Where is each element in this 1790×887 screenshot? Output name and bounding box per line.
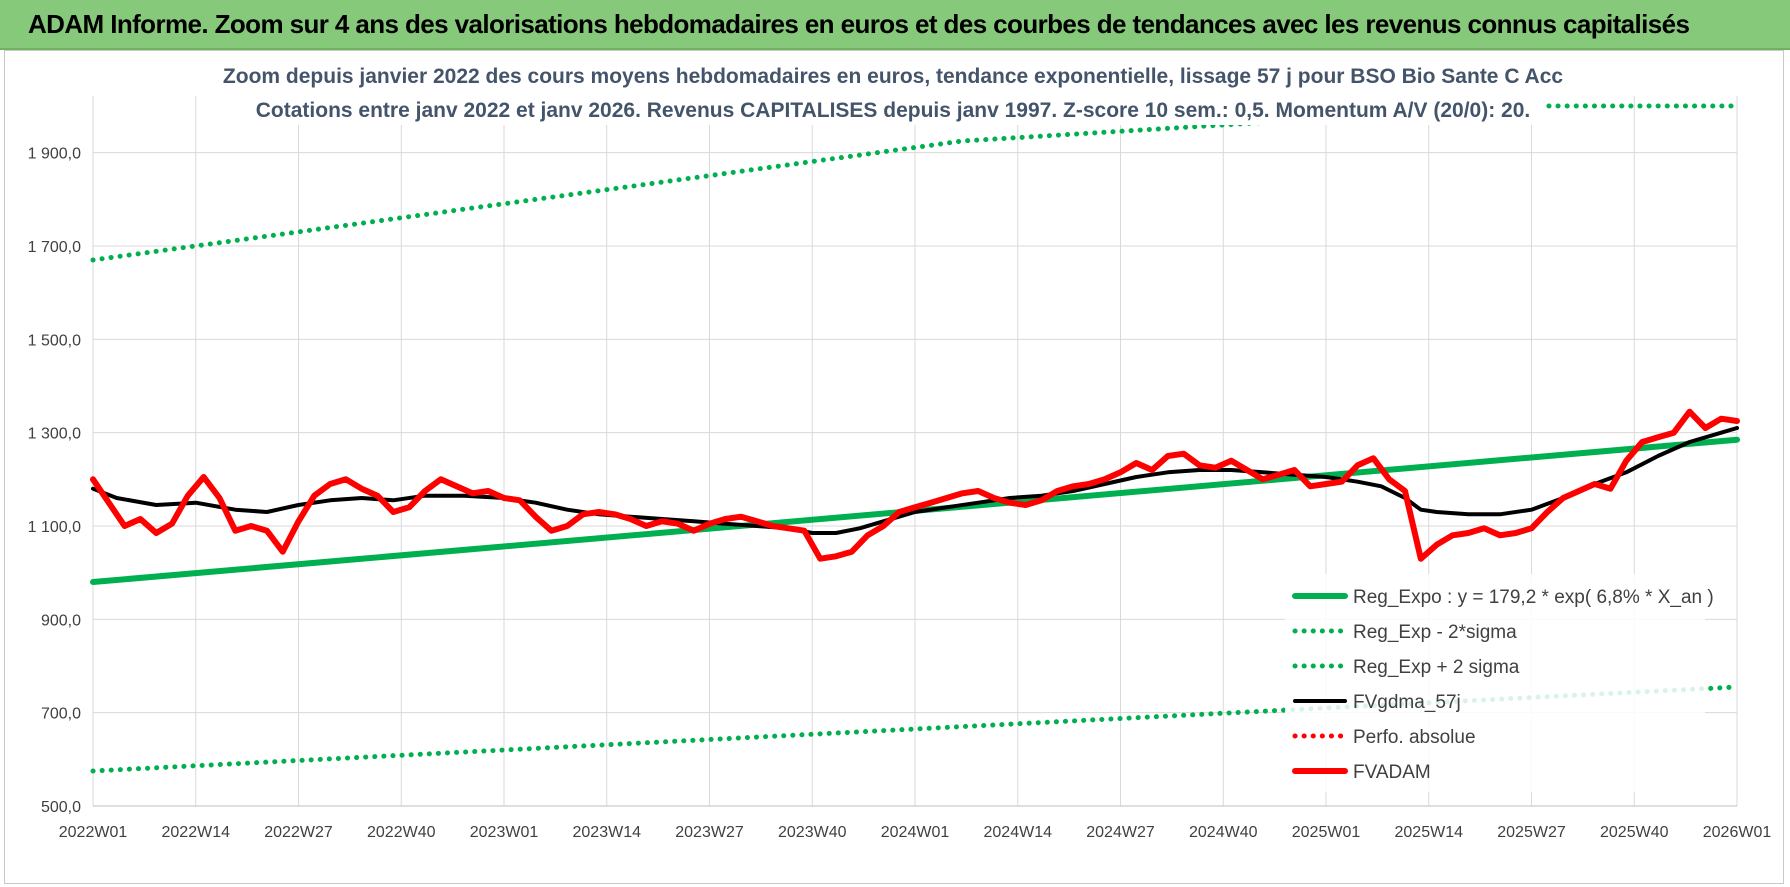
y-tick-label: 1 900,0 [28, 146, 81, 163]
x-tick-label: 2022W40 [367, 824, 436, 841]
legend-label: Reg_Expo : y = 179,2 * exp( 6,8% * X_an … [1353, 587, 1714, 608]
x-tick-label: 2026W01 [1703, 824, 1772, 841]
title-backdrop [255, 57, 1545, 125]
x-tick-label: 2023W01 [470, 824, 539, 841]
x-tick-label: 2024W01 [881, 824, 950, 841]
legend-label: Perfo. absolue [1353, 727, 1476, 748]
axis-layer: 500,0 700,0 900,0 1 100,0 1 300,0 1 500,0 1 70… [28, 146, 1772, 841]
series-line-5 [90, 408, 1740, 562]
x-tick-label: 2025W27 [1497, 824, 1566, 841]
x-tick-label: 2023W14 [573, 824, 642, 841]
report-header: ADAM Informe. Zoom sur 4 ans des valoris… [0, 0, 1790, 50]
x-tick-label: 2022W27 [264, 824, 333, 841]
y-tick-label: 1 500,0 [28, 332, 81, 349]
y-tick-label: 1 700,0 [28, 239, 81, 256]
legend-label: Reg_Exp - 2*sigma [1353, 622, 1517, 643]
y-tick-label: 1 300,0 [28, 426, 81, 443]
x-tick-label: 2025W40 [1600, 824, 1669, 841]
legend-backdrop [1285, 574, 1705, 792]
x-tick-label: 2024W14 [984, 824, 1053, 841]
title-layer: Zoom depuis janvier 2022 des cours moyen… [223, 57, 1563, 125]
x-tick-label: 2022W14 [162, 824, 231, 841]
legend-label: FVADAM [1353, 762, 1431, 783]
x-tick-label: 2022W01 [59, 824, 128, 841]
x-tick-label: 2024W27 [1086, 824, 1155, 841]
chart-title-line1: Zoom depuis janvier 2022 des cours moyen… [223, 65, 1563, 88]
y-tick-label: 700,0 [41, 706, 81, 723]
x-tick-label: 2025W01 [1292, 824, 1361, 841]
y-tick-label: 900,0 [41, 612, 81, 629]
x-tick-label: 2023W40 [778, 824, 847, 841]
chart-title-line2: Cotations entre janv 2022 et janv 2026. … [256, 99, 1530, 122]
y-tick-label: 500,0 [41, 799, 81, 816]
chart-svg: 500,0 700,0 900,0 1 100,0 1 300,0 1 500,0 1 70… [28, 57, 1772, 841]
chart-frame: 500,0 700,0 900,0 1 100,0 1 300,0 1 500,0 1 70… [4, 50, 1784, 884]
chart-legend: Reg_Expo : y = 179,2 * exp( 6,8% * X_an … [1285, 574, 1714, 792]
x-tick-label: 2025W14 [1395, 824, 1464, 841]
y-tick-label: 1 100,0 [28, 519, 81, 536]
x-tick-label: 2023W27 [675, 824, 744, 841]
report-title: ADAM Informe. Zoom sur 4 ans des valoris… [28, 9, 1690, 39]
x-tick-label: 2024W40 [1189, 824, 1258, 841]
legend-label: Reg_Exp + 2 sigma [1353, 657, 1520, 678]
series-line-3 [91, 426, 1739, 535]
legend-label: FVgdma_57j [1353, 692, 1461, 713]
